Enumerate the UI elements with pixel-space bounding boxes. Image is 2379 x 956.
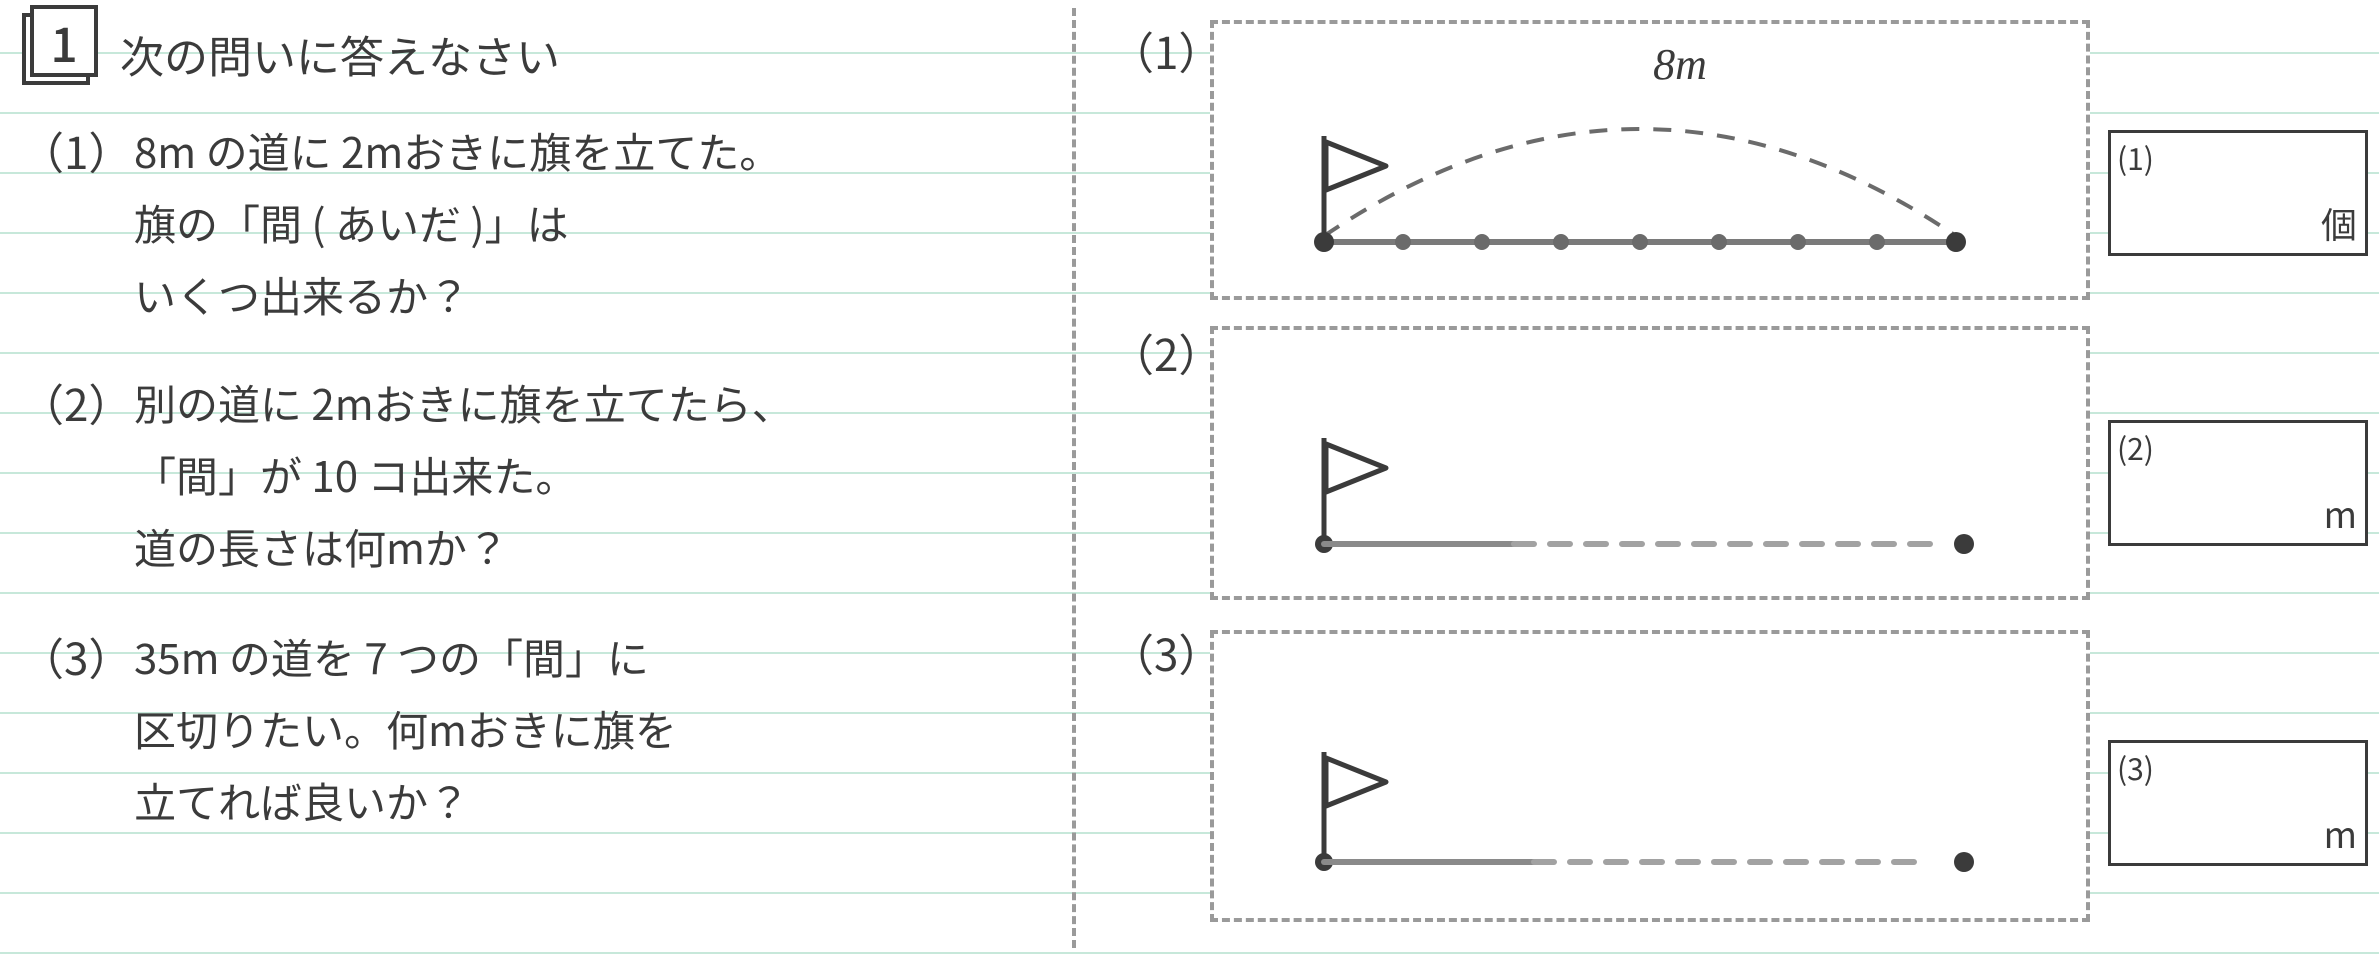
diag3-label: （3）: [1110, 620, 1222, 684]
diag1-arc-label: 8m: [1653, 40, 1707, 89]
diag3-end-dot: [1954, 852, 1974, 872]
q3-marker: （3）: [20, 624, 132, 688]
answer-box-3[interactable]: (3) m: [2108, 740, 2368, 866]
q1-line1: 8m の道に 2mおきに旗を立てた。: [134, 120, 781, 181]
q1-line2: 旗の「間 ( あいだ )」は: [134, 192, 569, 253]
q3-line2: 区切りたい。何mおきに旗を: [134, 698, 677, 759]
q2-line3: 道の長さは何mか？: [134, 516, 509, 577]
q1-line3: いくつ出来るか？: [134, 264, 470, 325]
diag1-arc: [1324, 129, 1956, 236]
diag1-box: 8m: [1210, 20, 2090, 300]
section-number: 1: [50, 6, 77, 76]
section-number-box: 1: [30, 5, 98, 77]
q3-line1: 35m の道を 7 つの「間」に: [134, 626, 649, 687]
diag1-svg: 8m: [1214, 24, 2094, 304]
diag2-end-dot: [1954, 534, 1974, 554]
flag-icon: [1324, 438, 1386, 544]
q2-line1: 別の道に 2mおきに旗を立てたら、: [134, 372, 794, 433]
q2-line2: 「間」が 10 コ出来た。: [134, 444, 577, 505]
answer-2-index: (2): [2117, 425, 2154, 469]
answer-2-unit: m: [2324, 487, 2357, 539]
answer-3-index: (3): [2117, 745, 2154, 789]
diag3-box: [1210, 630, 2090, 922]
q1-marker: （1）: [20, 118, 132, 182]
flag-icon: [1324, 752, 1386, 862]
diag2-box: [1210, 326, 2090, 600]
answer-box-1[interactable]: (1) 個: [2108, 130, 2368, 256]
q2-marker: （2）: [20, 370, 132, 434]
answer-3-unit: m: [2324, 807, 2357, 859]
answer-1-index: (1): [2117, 135, 2154, 179]
q3-line3: 立てれば良いか？: [134, 770, 470, 831]
diag1-label: （1）: [1110, 18, 1222, 82]
answer-1-unit: 個: [2321, 197, 2357, 249]
diag2-svg: [1214, 330, 2094, 604]
flag-icon: [1324, 136, 1386, 242]
diag3-svg: [1214, 634, 2094, 926]
answer-box-2[interactable]: (2) m: [2108, 420, 2368, 546]
diag2-label: （2）: [1110, 320, 1222, 384]
instruction-text: 次の問いに答えなさい: [120, 22, 560, 86]
vertical-divider: [1072, 8, 1076, 948]
